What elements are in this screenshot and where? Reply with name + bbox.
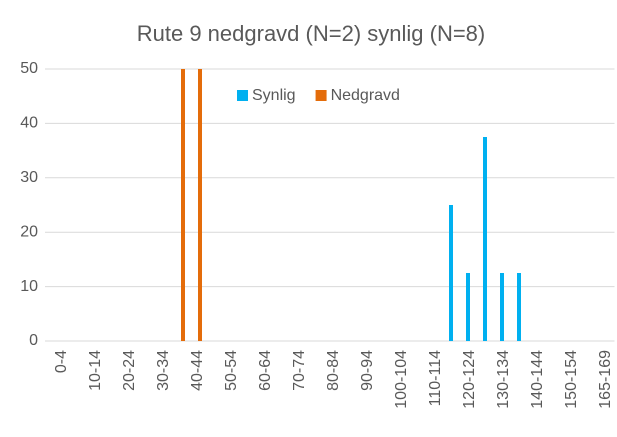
y-tick-label: 0	[29, 332, 38, 349]
chart-title: Rute 9 nedgravd (N=2) synlig (N=8)	[137, 21, 486, 46]
legend-swatch	[237, 90, 248, 101]
bar	[483, 137, 487, 341]
x-tick-label: 10-14	[87, 350, 104, 391]
x-tick-label: 0-4	[53, 350, 70, 373]
x-tick-label: 80-84	[325, 350, 342, 391]
bar	[466, 273, 470, 341]
x-tick-label: 20-24	[121, 350, 138, 391]
x-tick-label: 40-44	[189, 350, 206, 391]
x-tick-label: 150-154	[563, 350, 580, 409]
x-tick-label: 110-114	[427, 350, 444, 406]
legend-label: Nedgravd	[331, 87, 400, 104]
legend-label: Synlig	[252, 87, 296, 104]
x-tick-label: 100-104	[393, 350, 410, 409]
x-tick-label: 60-64	[257, 350, 274, 391]
y-tick-label: 20	[20, 223, 38, 240]
x-tick-label: 30-34	[155, 350, 172, 391]
x-tick-label: 140-144	[529, 350, 546, 409]
y-tick-label: 50	[20, 60, 38, 77]
x-tick-label: 70-74	[291, 350, 308, 391]
bar	[449, 205, 453, 341]
y-tick-label: 30	[20, 169, 38, 186]
bar	[500, 273, 504, 341]
bar	[181, 69, 185, 341]
legend-swatch	[315, 90, 327, 101]
x-tick-label: 130-134	[495, 350, 512, 409]
bar	[517, 273, 521, 341]
x-tick-label: 165-169	[597, 350, 614, 409]
x-tick-label: 120-124	[461, 350, 478, 409]
y-tick-label: 10	[20, 278, 38, 295]
x-tick-label: 50-54	[223, 350, 240, 391]
bar	[198, 69, 202, 341]
y-tick-label: 40	[20, 115, 38, 132]
x-tick-label: 90-94	[359, 350, 376, 391]
